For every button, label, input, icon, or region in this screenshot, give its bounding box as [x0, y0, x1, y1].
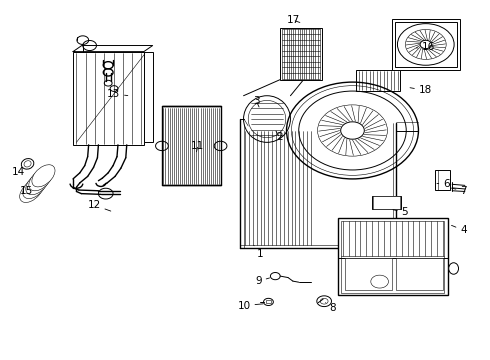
Ellipse shape [20, 180, 43, 202]
Ellipse shape [29, 168, 52, 191]
Ellipse shape [248, 100, 286, 138]
Text: 8: 8 [326, 303, 336, 314]
Bar [280, 28, 322, 80]
Bar [338, 219, 448, 296]
Bar [373, 197, 400, 209]
Ellipse shape [21, 159, 34, 169]
Text: 18: 18 [410, 85, 432, 95]
Text: 1: 1 [254, 245, 264, 258]
Text: 14: 14 [11, 167, 24, 177]
Bar [73, 51, 144, 145]
Text: 4: 4 [451, 225, 466, 235]
Ellipse shape [23, 176, 46, 199]
Text: 3: 3 [253, 96, 260, 107]
Text: 12: 12 [88, 200, 111, 211]
Bar [266, 301, 271, 303]
Bar [435, 170, 450, 190]
Text: 15: 15 [20, 186, 33, 196]
Text: 6: 6 [437, 179, 449, 189]
Text: 11: 11 [191, 141, 204, 152]
Bar [372, 196, 401, 210]
Text: 9: 9 [255, 276, 270, 286]
Ellipse shape [244, 96, 291, 142]
Text: 16: 16 [416, 42, 435, 52]
Text: 13: 13 [107, 89, 128, 99]
Text: 10: 10 [238, 301, 263, 311]
Bar [392, 19, 460, 69]
Text: 5: 5 [393, 207, 408, 217]
Bar [144, 51, 153, 142]
Ellipse shape [32, 165, 55, 187]
Ellipse shape [26, 172, 49, 195]
Bar [345, 258, 392, 290]
Ellipse shape [449, 263, 459, 274]
Bar [395, 22, 457, 67]
Text: 17: 17 [287, 15, 300, 26]
Ellipse shape [24, 161, 31, 167]
Bar [396, 258, 442, 290]
Text: 2: 2 [276, 131, 283, 142]
Bar [341, 221, 444, 293]
Bar [356, 70, 400, 91]
Bar [162, 107, 220, 185]
Text: 7: 7 [452, 186, 466, 196]
